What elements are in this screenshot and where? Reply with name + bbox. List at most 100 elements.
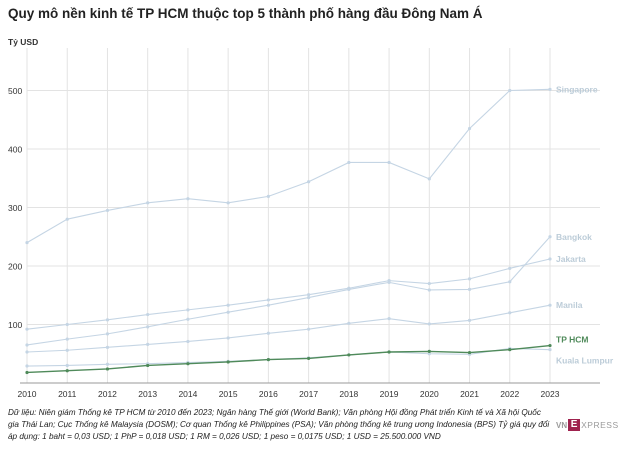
logo-vn: VN <box>556 420 568 430</box>
x-tick-label: 2015 <box>219 389 238 399</box>
vnexpress-logo: VN E XPRESS <box>556 419 619 431</box>
y-tick-label: 200 <box>8 262 22 272</box>
data-point-jakarta <box>65 322 69 327</box>
data-point-tp-hcm <box>186 362 190 366</box>
data-point-bangkok <box>427 288 431 292</box>
data-point-bangkok <box>105 332 110 336</box>
logo-e: E <box>568 419 581 431</box>
data-point-jakarta <box>508 266 512 270</box>
data-point-singapore <box>105 208 110 213</box>
data-point-tp-hcm <box>226 360 230 364</box>
data-point-bangkok <box>508 280 512 284</box>
data-point-bangkok <box>226 310 230 314</box>
x-tick-label: 2017 <box>299 389 318 399</box>
data-point-manila <box>548 303 552 307</box>
data-point-jakarta <box>186 308 190 312</box>
series-label-tp-hcm: TP HCM <box>556 335 588 345</box>
y-tick-label: 300 <box>8 203 22 213</box>
data-point-manila <box>307 327 311 331</box>
data-point-singapore <box>186 197 190 201</box>
series-line-singapore <box>26 88 551 244</box>
data-point-singapore <box>266 194 270 198</box>
data-point-tp-hcm <box>508 348 512 352</box>
data-point-manila <box>146 342 150 346</box>
series-line-tp-hcm <box>26 344 551 374</box>
data-point-bangkok <box>65 337 69 341</box>
logo-xpress: XPRESS <box>581 420 619 430</box>
data-point-tp-hcm <box>65 369 69 373</box>
x-tick-label: 2022 <box>500 389 519 399</box>
data-point-jakarta <box>548 257 552 261</box>
data-point-manila <box>25 350 29 354</box>
data-point-bangkok <box>25 343 29 347</box>
data-point-tp-hcm <box>548 343 552 348</box>
x-tick-label: 2012 <box>98 389 117 399</box>
data-point-singapore <box>307 180 311 184</box>
y-tick-label: 100 <box>8 320 22 330</box>
data-point-jakarta <box>387 279 391 283</box>
data-point-bangkok <box>146 325 150 329</box>
x-tick-label: 2016 <box>259 389 278 399</box>
series-line-jakarta <box>26 258 551 330</box>
data-point-tp-hcm <box>266 358 270 362</box>
data-point-manila <box>347 321 351 325</box>
y-axis-unit-label: Tỷ USD <box>8 37 39 47</box>
x-tick-label: 2014 <box>178 389 197 399</box>
line-chart: 100 200 300 400 500 2010 2011 2012 2013 2014 2015 2… <box>8 48 614 399</box>
data-point-jakarta <box>266 298 270 302</box>
data-point-jakarta <box>226 303 230 307</box>
data-point-jakarta <box>427 281 431 286</box>
data-point-manila <box>508 311 512 315</box>
data-point-manila <box>226 336 230 340</box>
x-tick-label: 2018 <box>339 389 358 399</box>
chart-title: Quy mô nền kinh tế TP HCM thuộc top 5 th… <box>8 6 483 21</box>
data-point-manila <box>467 318 472 323</box>
series-label-bangkok: Bangkok <box>556 232 592 242</box>
data-point-singapore <box>347 160 351 165</box>
x-tick-label: 2010 <box>18 389 37 399</box>
series-line-bangkok <box>26 236 551 346</box>
data-point-kuala-lumpur <box>105 362 110 366</box>
y-tick-label: 400 <box>8 145 22 155</box>
data-point-jakarta <box>105 318 110 322</box>
series-label-kuala-lumpur: Kuala Lumpur <box>556 356 614 366</box>
data-point-singapore <box>25 241 29 245</box>
data-point-tp-hcm <box>25 370 29 375</box>
data-point-tp-hcm <box>427 349 431 354</box>
x-tick-label: 2021 <box>460 389 479 399</box>
data-point-jakarta <box>307 293 311 297</box>
data-point-manila <box>65 348 69 352</box>
source-note: Dữ liệu: Niên giám Thống kê TP HCM từ 20… <box>8 408 550 441</box>
series-line-kuala-lumpur <box>26 347 551 367</box>
data-point-singapore <box>387 160 391 165</box>
data-point-singapore <box>467 126 472 131</box>
y-tick-label: 500 <box>8 86 22 96</box>
x-tick-label: 2011 <box>58 389 77 399</box>
data-point-kuala-lumpur <box>548 348 552 352</box>
data-point-bangkok <box>548 235 552 239</box>
data-point-singapore <box>65 217 69 221</box>
series-label-jakarta: Jakarta <box>556 254 586 264</box>
data-point-tp-hcm <box>307 356 311 361</box>
data-point-kuala-lumpur <box>427 352 431 356</box>
data-point-tp-hcm <box>387 350 391 354</box>
series-label-singapore: Singapore <box>556 84 598 94</box>
data-point-bangkok <box>467 287 472 291</box>
data-point-manila <box>266 331 270 335</box>
data-point-tp-hcm <box>105 367 110 371</box>
x-tick-label: 2023 <box>541 389 560 399</box>
data-point-kuala-lumpur <box>65 363 69 368</box>
data-point-jakarta <box>347 286 351 290</box>
data-point-jakarta <box>467 277 472 281</box>
x-tick-label: 2013 <box>138 389 157 399</box>
data-point-manila <box>387 317 391 321</box>
data-point-singapore <box>427 177 431 181</box>
data-point-singapore <box>226 201 230 205</box>
x-tick-label: 2019 <box>380 389 399 399</box>
data-point-manila <box>105 345 110 349</box>
data-point-singapore <box>146 201 150 205</box>
data-point-tp-hcm <box>467 350 472 355</box>
x-tick-label: 2020 <box>420 389 439 399</box>
data-point-bangkok <box>307 295 311 300</box>
data-point-tp-hcm <box>146 363 150 368</box>
